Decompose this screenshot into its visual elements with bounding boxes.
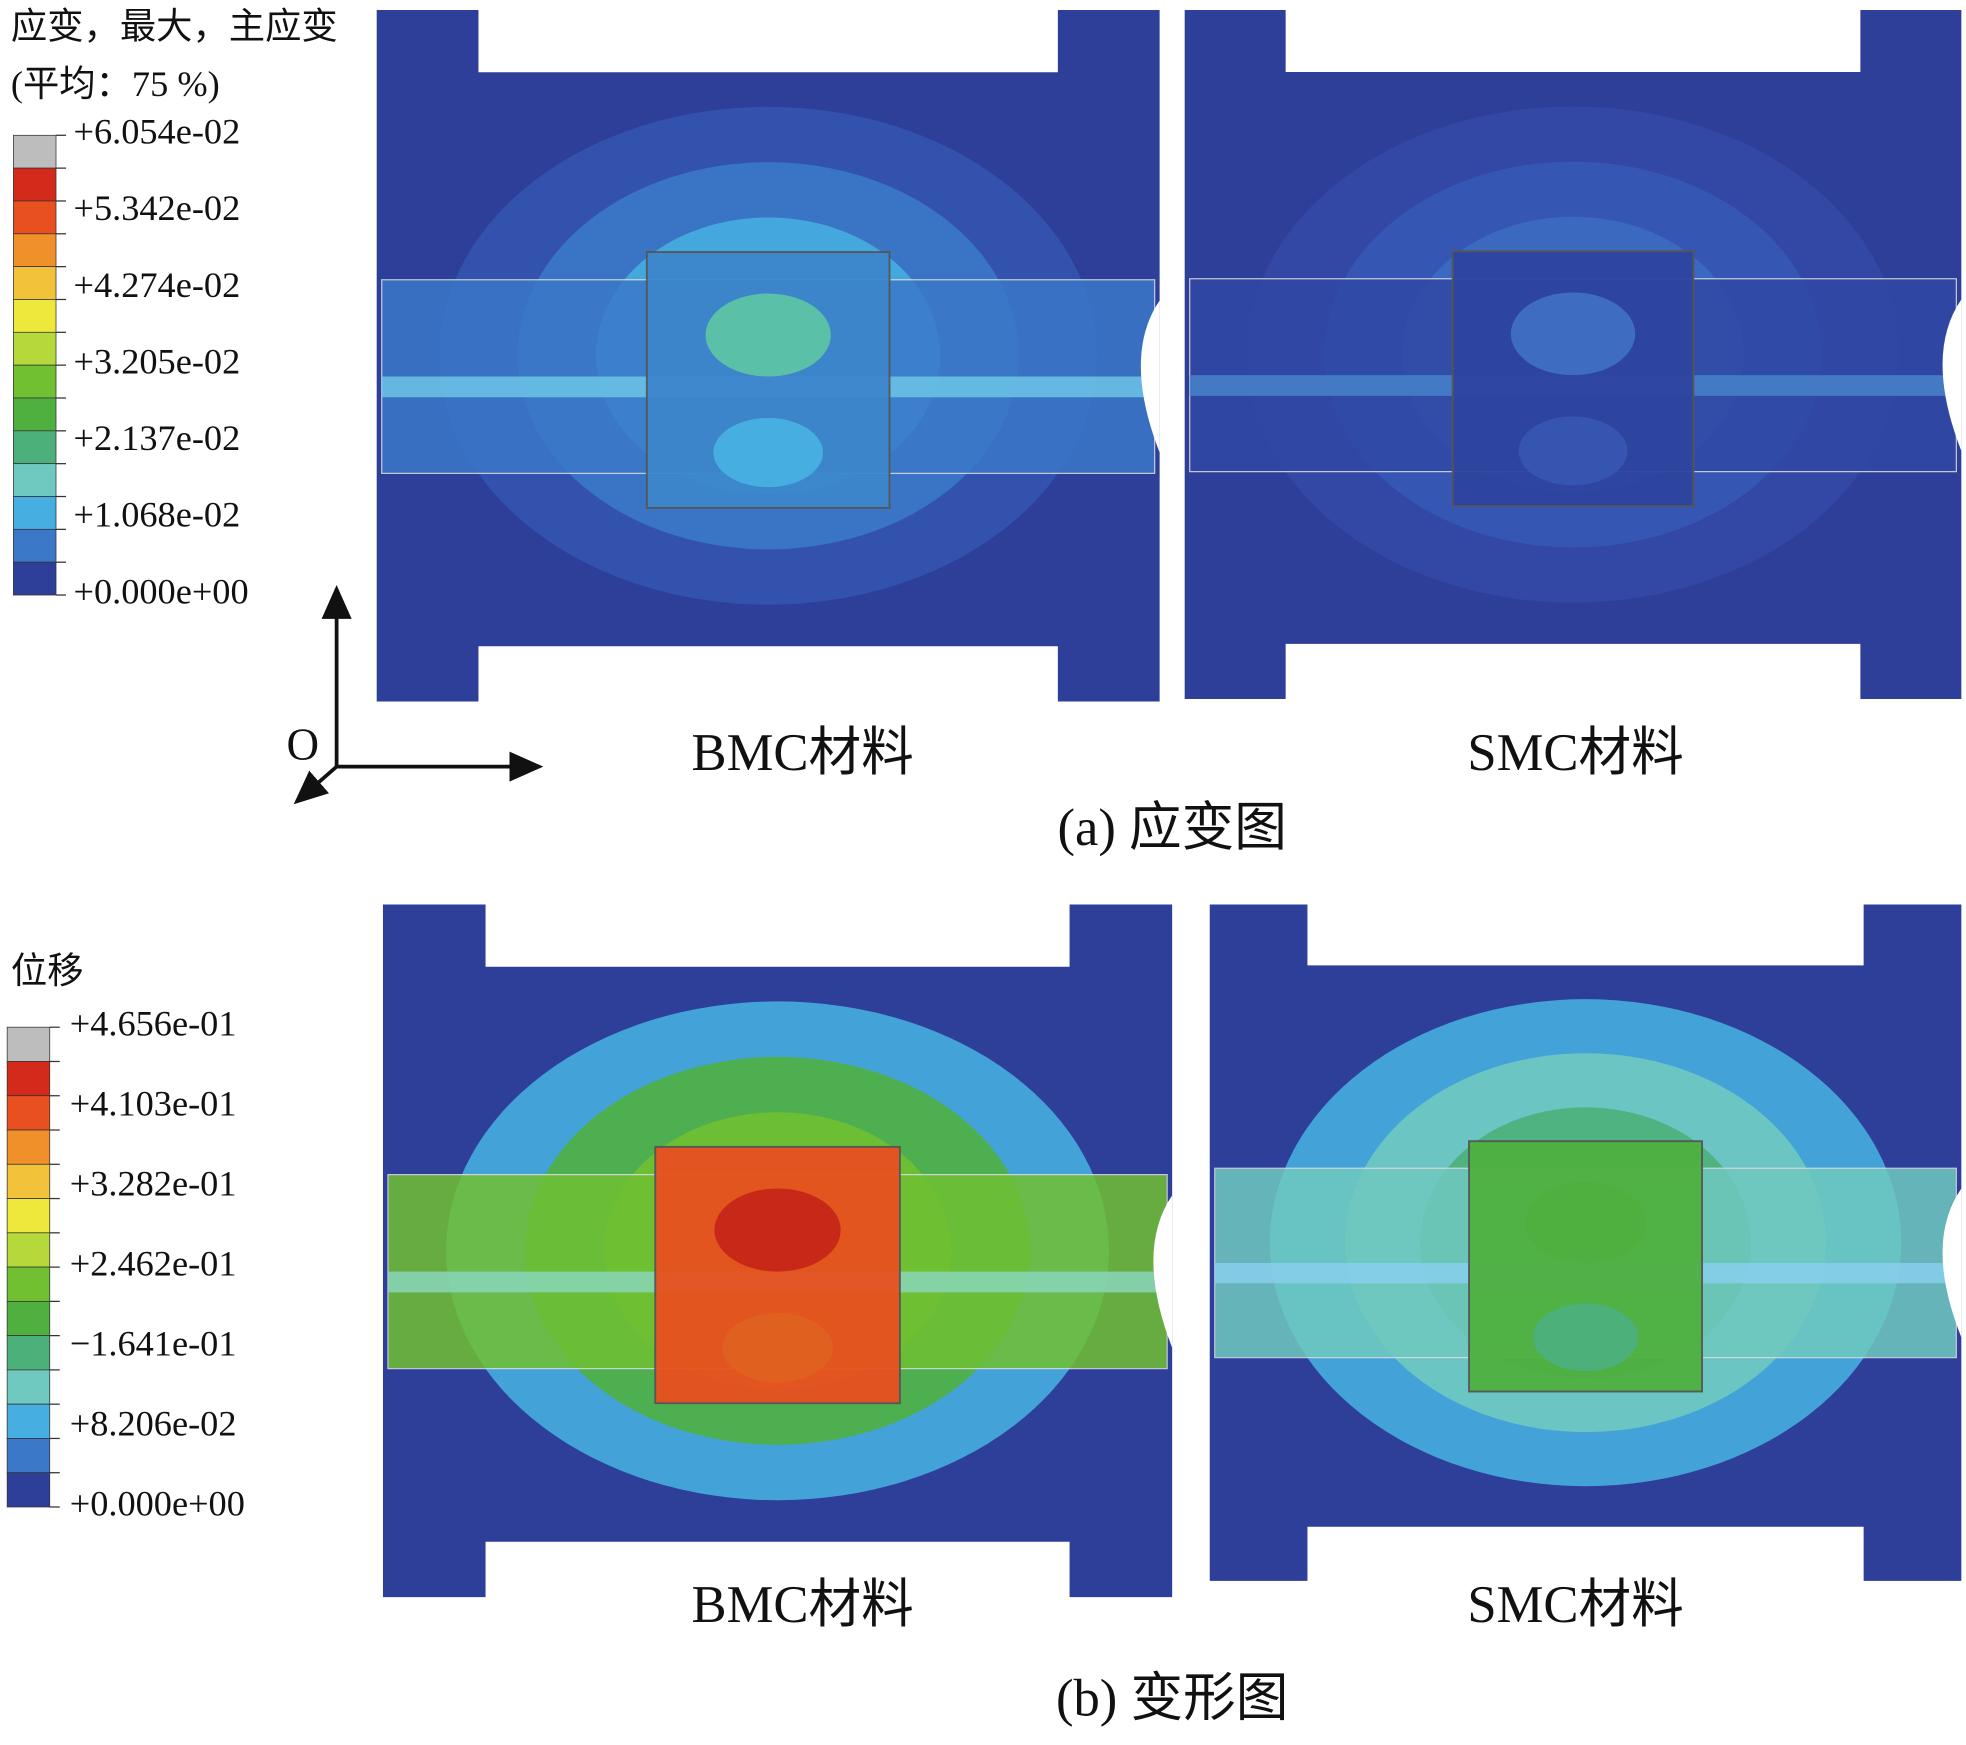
hot-spot [1525,1181,1646,1263]
legend-band [13,496,57,530]
legend-label: +0.000e+00 [70,1483,245,1523]
hot-spot [722,1313,833,1383]
hot-spot [705,293,831,377]
legend-band [13,430,57,465]
axis-arrow [293,765,338,805]
origin-label: O [287,719,320,769]
legend-band [6,1300,51,1337]
hot-spot [713,417,823,488]
legend-band [6,1061,51,1097]
axis-triad: O [287,585,544,805]
legend-band [13,364,57,399]
panel-label: BMC材料 [692,1576,914,1634]
legend-band [6,1095,51,1131]
legend-band [6,1335,51,1371]
bore-end [1153,1195,1173,1348]
legend-band [6,1266,51,1302]
legend-band [6,1163,51,1199]
part-plot [376,10,1160,702]
legend-band [13,463,57,497]
legend-label: +5.342e-02 [74,188,241,228]
legend-band [6,1438,51,1474]
legend-band [13,200,57,235]
part-plot [1184,10,1962,700]
part-plot [1209,904,1962,1581]
panel-label: SMC材料 [1467,724,1683,782]
contour-plots [376,10,1962,1598]
legend-label: +4.103e-01 [70,1083,237,1123]
legend-label: +6.054e-02 [74,112,241,152]
legend-band [13,233,57,268]
legend-band [6,1198,51,1234]
bore-end [1942,1188,1962,1338]
legend-label: +2.462e-01 [70,1243,237,1283]
legend-label: +1.068e-02 [74,495,241,535]
hot-spot [1518,416,1628,486]
legend-band [13,528,57,563]
legends: +6.054e-02 +5.342e-02 +4.274e-02 +3.205e-02… [6,112,249,1523]
legend-title: 应变，最大，主应变 [11,6,338,46]
legend-label: +4.274e-02 [74,265,241,305]
bore-end [1140,300,1160,453]
hot-spot [1510,292,1636,376]
hot-spot [714,1188,841,1272]
legend-band [13,397,57,432]
hot-spot [1532,1303,1639,1372]
legend-label: +4.656e-01 [70,1004,237,1044]
legend-label: +3.282e-01 [70,1163,237,1203]
legend-label: +8.206e-02 [70,1403,237,1443]
legend-band [13,331,57,366]
legend-band [13,167,57,202]
part-plot [382,904,1173,1598]
legend-band [6,1472,51,1508]
legend-label: +3.205e-02 [74,341,241,381]
legend-subtitle: (平均：75 %) [11,64,220,104]
legend-band [13,299,57,333]
legend-band [6,1403,51,1439]
panel-label: BMC材料 [692,724,914,782]
legend-label: +0.000e+00 [74,571,249,611]
panel-label: SMC材料 [1467,1576,1683,1634]
legend-band [13,134,57,169]
bore-end [1942,299,1962,451]
legend-label: +2.137e-02 [74,418,241,458]
legend-band [13,266,57,300]
legend-label: −1.641e-01 [70,1323,237,1363]
legend-band [6,1129,51,1165]
legend-band [6,1026,51,1062]
legend-title: 位移 [11,951,84,991]
caption: (a) 应变图 [1057,799,1286,857]
legend-band [6,1369,51,1405]
legend-band [13,561,57,596]
caption: (b) 变形图 [1056,1670,1288,1728]
legend-band [6,1232,51,1268]
